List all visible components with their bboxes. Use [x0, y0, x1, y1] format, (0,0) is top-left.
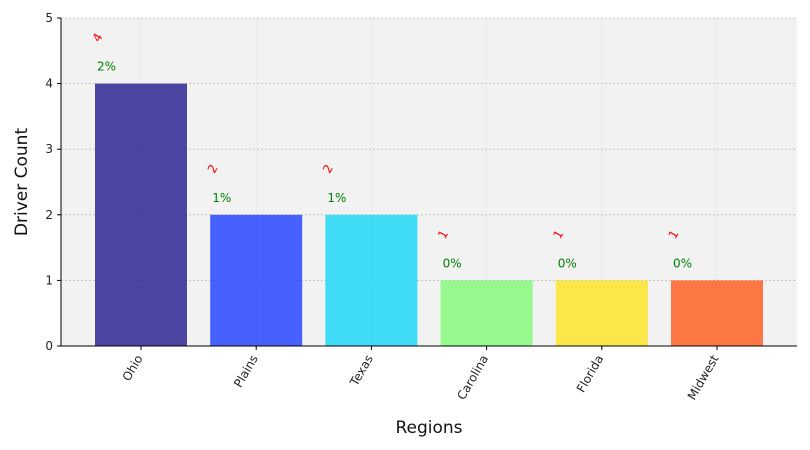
bars	[95, 83, 763, 346]
x-tick-label: Carolina	[454, 352, 491, 402]
x-tick-label: Ohio	[120, 353, 146, 384]
percent-label: 1%	[212, 191, 231, 205]
x-tick-label: Florida	[574, 353, 607, 395]
y-tick-label: 4	[45, 77, 53, 91]
percent-label: 1%	[327, 191, 346, 205]
y-axis-title: Driver Count	[12, 128, 32, 237]
y-tick-label: 1	[45, 273, 53, 287]
y-tick-label: 5	[45, 11, 53, 25]
bar-carolina	[440, 280, 533, 346]
percent-label: 0%	[558, 256, 577, 270]
bar-florida	[555, 280, 648, 346]
bar-midwest	[671, 280, 763, 346]
y-axis-ticks: 0 1 2 3 4 5	[45, 11, 61, 353]
x-axis-ticks: Ohio Plains Texas Carolina Florida Midwest	[120, 346, 722, 402]
x-tick-label: Midwest	[685, 352, 722, 402]
x-tick-label: Plains	[231, 353, 261, 390]
bar-texas	[325, 214, 418, 346]
bar-ohio	[95, 83, 187, 346]
y-tick-label: 2	[45, 208, 53, 222]
x-tick-label: Texas	[347, 353, 376, 390]
x-axis-title: Regions	[395, 418, 462, 438]
percent-label: 0%	[673, 256, 692, 270]
bar-plains	[210, 214, 303, 346]
y-tick-label: 3	[45, 142, 53, 156]
y-tick-label: 0	[45, 339, 53, 353]
percent-label: 0%	[443, 256, 462, 270]
percent-label: 2%	[97, 60, 116, 74]
